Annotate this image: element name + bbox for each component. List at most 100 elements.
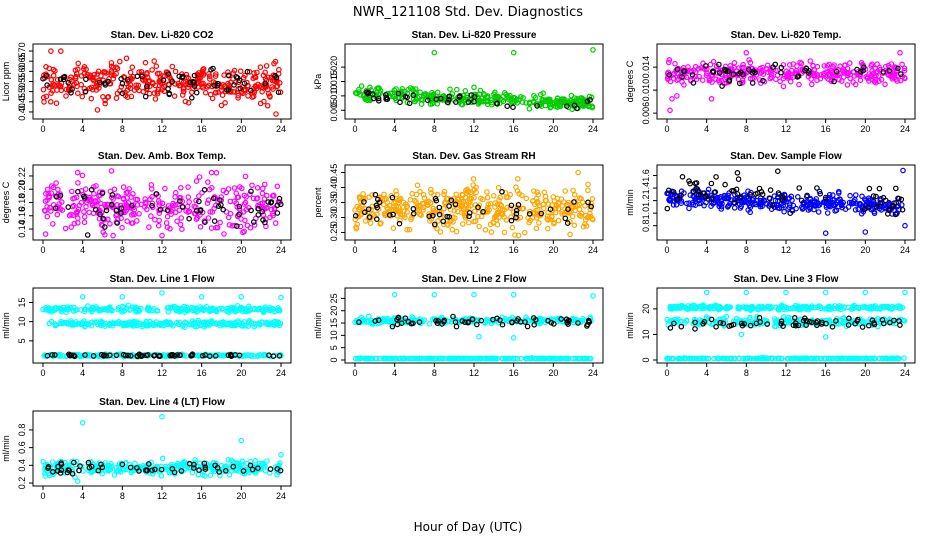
- data-point-black: [689, 72, 696, 78]
- y-tick-label: 0.014: [641, 56, 651, 79]
- data-point: [577, 355, 583, 362]
- data-point-black: [882, 197, 889, 204]
- outlier-point: [94, 107, 101, 113]
- data-point: [63, 319, 70, 326]
- data-point: [264, 204, 270, 211]
- x-tick-label: 12: [157, 245, 167, 255]
- data-point: [535, 355, 542, 362]
- data-point: [780, 83, 787, 90]
- data-point: [546, 355, 553, 362]
- data-point: [463, 213, 469, 219]
- data-point: [861, 303, 868, 310]
- data-point: [574, 203, 581, 209]
- data-point: [214, 224, 221, 231]
- data-point: [71, 220, 78, 227]
- data-point: [226, 222, 233, 228]
- data-point: [736, 65, 742, 71]
- data-point-black: [813, 319, 820, 326]
- data-point: [78, 188, 85, 194]
- data-point: [213, 71, 219, 77]
- y-axis-label: kPa: [313, 74, 323, 90]
- data-point: [835, 188, 842, 195]
- data-point: [194, 71, 201, 78]
- data-point-black: [730, 71, 737, 78]
- data-point-black: [873, 193, 879, 200]
- outlier-point: [738, 331, 745, 338]
- data-point: [143, 86, 150, 93]
- x-tick-label: 0: [40, 124, 45, 134]
- data-point: [507, 191, 514, 198]
- data-point-black: [202, 219, 208, 226]
- data-point: [53, 100, 60, 107]
- data-point: [136, 321, 143, 327]
- data-point: [209, 209, 216, 215]
- data-point: [164, 213, 171, 220]
- data-point-black: [446, 214, 453, 220]
- data-point: [356, 194, 363, 200]
- data-point-black: [43, 72, 50, 79]
- data-point: [113, 212, 119, 219]
- data-point-black: [129, 202, 135, 209]
- data-point: [578, 213, 584, 219]
- data-point: [71, 321, 77, 328]
- data-point: [853, 304, 860, 311]
- data-point-black: [865, 204, 871, 211]
- x-tick-label: 20: [236, 124, 246, 134]
- y-tick-label: 1.2: [641, 194, 651, 207]
- data-point: [456, 355, 463, 362]
- data-point-black: [713, 323, 719, 330]
- data-point-black: [891, 317, 897, 324]
- data-point: [896, 303, 903, 310]
- data-point: [209, 185, 215, 191]
- data-point: [270, 212, 276, 219]
- data-point: [401, 208, 407, 214]
- data-point: [63, 93, 69, 99]
- plot-frame: [344, 287, 604, 364]
- y-tick-label: 15: [17, 297, 27, 307]
- data-point: [523, 195, 530, 202]
- data-point: [863, 74, 869, 80]
- data-point-black: [262, 80, 268, 87]
- data-point: [44, 213, 51, 220]
- data-point: [871, 204, 878, 210]
- data-point-black: [88, 186, 95, 193]
- data-point-black: [274, 202, 281, 209]
- data-point: [205, 197, 212, 203]
- outlier-point: [590, 293, 596, 299]
- x-tick-label: 16: [509, 245, 519, 255]
- x-tick-label: 0: [664, 368, 669, 378]
- data-point-black: [571, 199, 577, 205]
- data-point: [275, 319, 281, 325]
- data-point: [406, 226, 413, 233]
- y-tick-label: 0.30: [329, 209, 339, 227]
- outlier-point: [862, 289, 869, 296]
- data-point: [824, 210, 831, 216]
- data-point: [437, 229, 444, 235]
- data-point: [831, 305, 838, 312]
- data-point: [352, 216, 359, 223]
- data-point: [901, 317, 908, 324]
- data-point: [109, 320, 115, 327]
- outlier-point: [273, 111, 279, 117]
- data-point: [746, 57, 752, 63]
- data-point: [270, 193, 277, 199]
- data-point: [495, 184, 502, 191]
- data-point-black: [571, 102, 578, 109]
- data-point: [430, 205, 437, 212]
- data-point: [134, 196, 141, 203]
- data-point: [120, 184, 127, 190]
- data-point-black: [97, 211, 103, 218]
- x-tick-label: 0: [40, 491, 45, 501]
- x-tick-label: 8: [120, 124, 125, 134]
- data-point: [882, 304, 889, 310]
- panel-title: Stan. Dev. Amb. Box Temp.: [98, 151, 226, 162]
- x-tick-label: 8: [120, 491, 125, 501]
- y-tick-label: 0.40: [17, 103, 27, 121]
- data-point-black: [532, 316, 539, 323]
- data-point-black: [189, 351, 196, 358]
- panel-title: Stan. Dev. Line 3 Flow: [734, 274, 839, 285]
- data-point-black: [524, 323, 531, 330]
- points-layer: [41, 168, 284, 239]
